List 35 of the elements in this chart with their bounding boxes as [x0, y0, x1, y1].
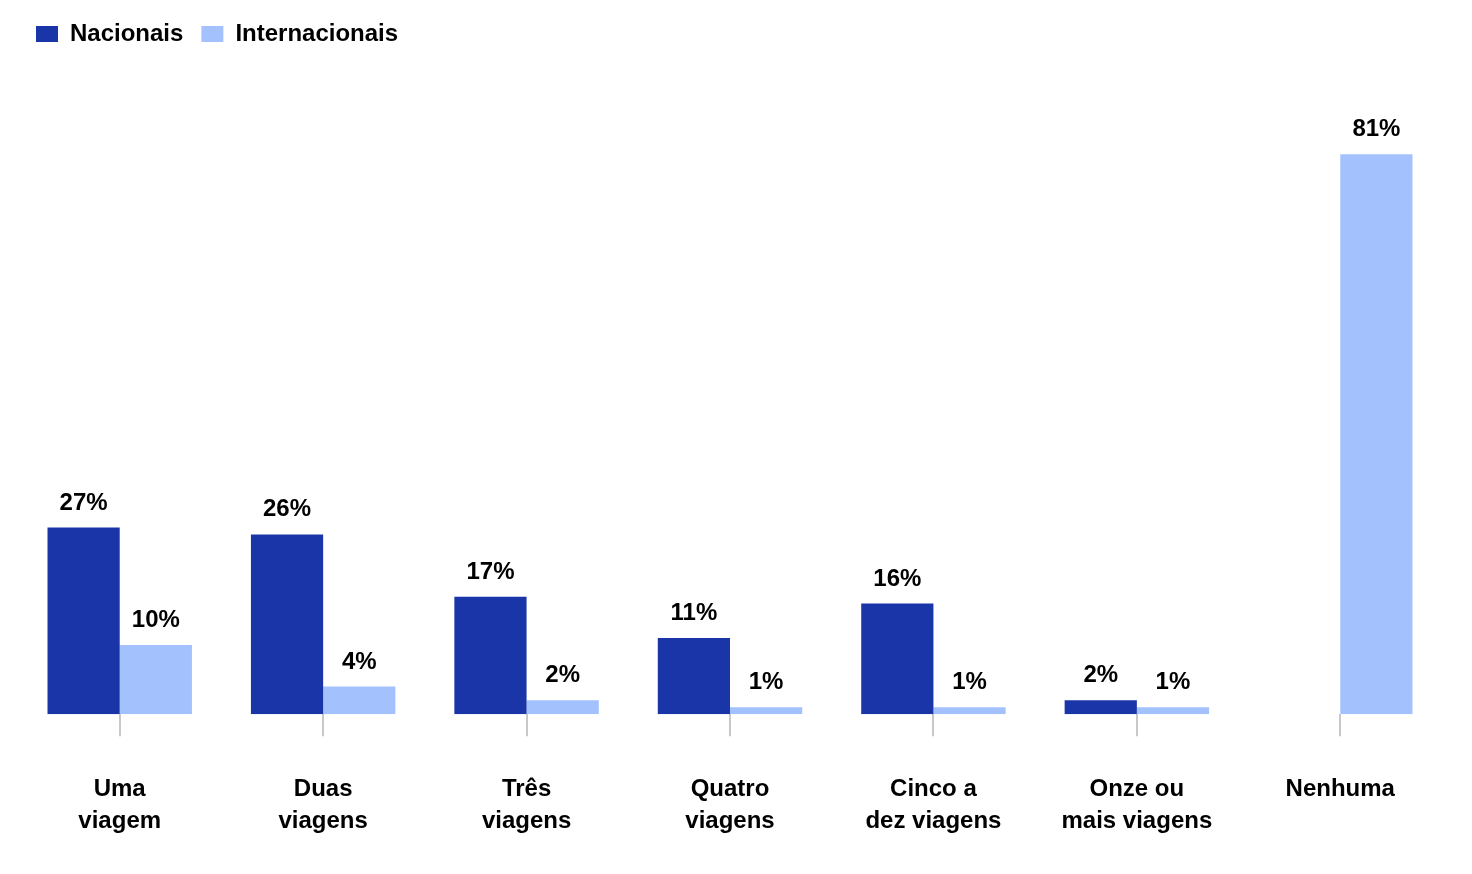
x-tick-label: Duas viagens: [278, 773, 368, 833]
bar: [250, 534, 324, 715]
bar: [1064, 700, 1137, 715]
bar: [730, 707, 803, 715]
bar: [119, 645, 192, 715]
data-label: 10%: [131, 605, 180, 633]
x-tick-label: Cinco a dez viagens: [865, 773, 1002, 833]
data-label: 81%: [1352, 114, 1401, 142]
bar: [1340, 154, 1413, 715]
bar: [861, 603, 934, 715]
legend-label: Nacionais: [70, 18, 184, 46]
data-label: 17%: [466, 556, 515, 584]
x-tick-label: Onze ou mais viagens: [1061, 773, 1213, 833]
x-tick-label: Nenhuma: [1285, 773, 1396, 801]
data-label: 1%: [748, 667, 784, 695]
bar: [454, 596, 527, 715]
bar: [526, 700, 599, 715]
x-tick-label: Uma viagem: [78, 773, 162, 833]
data-label: 27%: [59, 487, 108, 515]
x-tick-label: Quatro viagens: [685, 773, 775, 833]
data-label: 1%: [1155, 667, 1191, 695]
bar: [1136, 707, 1210, 715]
data-label: 11%: [670, 598, 718, 626]
data-label: 2%: [545, 660, 581, 688]
bar: [323, 686, 396, 715]
legend-label: Internacionais: [235, 18, 399, 46]
data-label: 26%: [263, 494, 312, 522]
data-label: 16%: [873, 563, 922, 591]
data-label: 4%: [341, 646, 377, 674]
data-label: 1%: [952, 667, 987, 695]
data-label: 2%: [1083, 660, 1119, 688]
bar: [933, 707, 1006, 715]
bar: [47, 527, 120, 715]
bar: [657, 638, 730, 715]
x-tick-label: Três viagens: [481, 773, 572, 833]
